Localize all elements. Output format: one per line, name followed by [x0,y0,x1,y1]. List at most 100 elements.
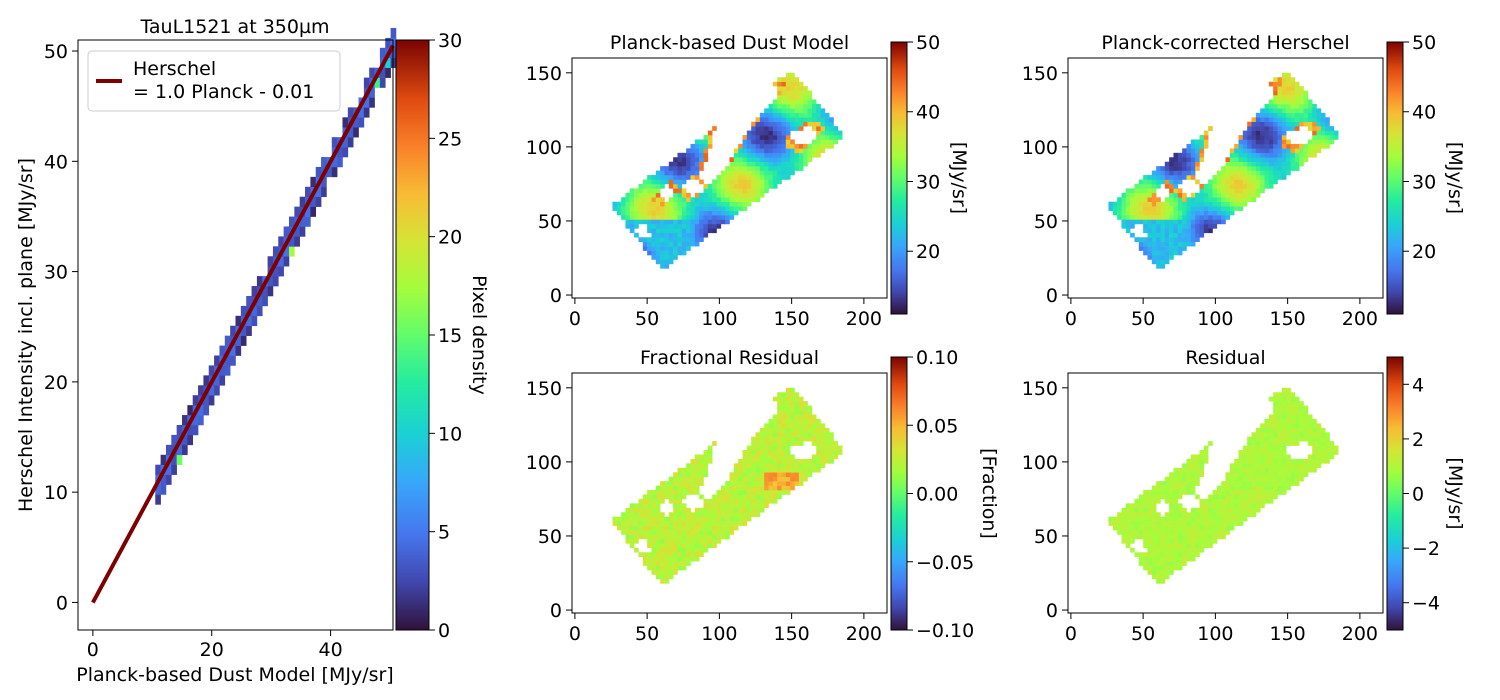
map-cell [712,228,717,234]
map-cell [1294,476,1300,482]
map-cell [1225,161,1231,167]
map-cell [629,192,635,198]
map-cell [1143,215,1148,220]
map-cell [1320,139,1326,145]
map-cell [664,490,670,495]
map-cell [673,472,678,477]
map-cell [625,210,631,216]
map-cell [742,521,748,526]
map-cell [699,152,704,158]
map-cell [673,179,678,185]
map-cell [651,516,657,522]
map-cell [1329,445,1335,451]
map-cell [1147,534,1153,540]
map-cell [664,237,670,242]
map-cell [1143,250,1148,256]
map-cell [1169,556,1174,562]
map-cell [1290,90,1296,96]
map-cell [712,179,717,185]
map-cell [1260,135,1265,140]
map-cell [1277,476,1283,482]
map-cell [1186,463,1192,469]
map-cell [647,538,652,544]
map-cell [738,192,743,198]
map-cell [1160,516,1166,522]
map-cell [790,161,795,167]
map-cell [798,117,804,122]
map-cell [1169,170,1174,176]
map-cell [655,538,661,544]
map-cell [1238,512,1244,517]
map-cell [690,458,696,464]
map-cell [1320,117,1326,122]
map-cell [1173,219,1179,225]
map-cell [681,565,687,571]
map-cell [1264,450,1270,455]
map-cell [785,472,791,477]
map-cell [1229,490,1235,495]
map-cell [1273,108,1278,114]
map-cell [1286,72,1291,78]
map-cell [790,401,795,406]
map-cell [1251,512,1257,517]
map-cell [755,175,761,180]
map-cell [1182,525,1187,531]
map-cell [1277,414,1283,420]
map-cell [1273,112,1278,118]
map-cell [1286,112,1291,118]
map-cell [707,139,713,145]
map-cell [772,161,778,167]
map-cell [1307,103,1313,109]
map-cell [820,126,826,131]
map-cell [729,161,735,167]
map-cell [1273,170,1278,176]
map-cells [1108,387,1339,584]
map-cell [1164,521,1170,526]
map-cell [1247,126,1252,131]
map-cell [660,215,665,220]
map-cell [1160,228,1166,234]
y-tick-label: 10 [44,482,68,504]
map-cell [746,512,752,517]
map-cell [720,179,726,185]
map-cell [742,485,748,491]
map-cell [681,507,687,513]
density-bin [165,474,172,485]
map-cell [677,503,683,509]
map-cell [1117,215,1122,220]
map-cell [664,574,670,580]
map-cell [1173,543,1179,549]
map-cell [807,418,813,424]
map-cell [1225,175,1231,180]
map-cell [1147,525,1153,531]
map-cell [1130,219,1135,225]
map-cell [1290,463,1296,469]
map-cell [1316,463,1322,469]
map-cell [1229,206,1235,211]
map-cell [655,237,661,242]
map-cell [664,578,670,584]
map-cell [1216,201,1222,207]
map-cell [664,170,670,176]
map-cell [785,401,791,406]
map-cell [690,538,696,544]
map-cell [1325,143,1330,149]
map-cell [655,250,661,256]
map-cell [1173,192,1179,198]
map-cell [824,139,830,145]
map-cell [1303,143,1309,149]
map-cell [733,166,739,171]
map-cell [1195,215,1200,220]
map-cell [1208,503,1213,509]
map-cell [1203,450,1209,455]
map-cell [1182,201,1187,207]
map-cell [1225,476,1231,482]
map-cell [1264,467,1270,473]
map-cell [794,143,800,149]
map-cell [1286,166,1291,171]
map-cell [1199,512,1205,517]
map-cell [712,521,717,526]
density-bin [331,157,338,168]
map-cell [720,219,726,225]
map-cell [1281,485,1287,491]
